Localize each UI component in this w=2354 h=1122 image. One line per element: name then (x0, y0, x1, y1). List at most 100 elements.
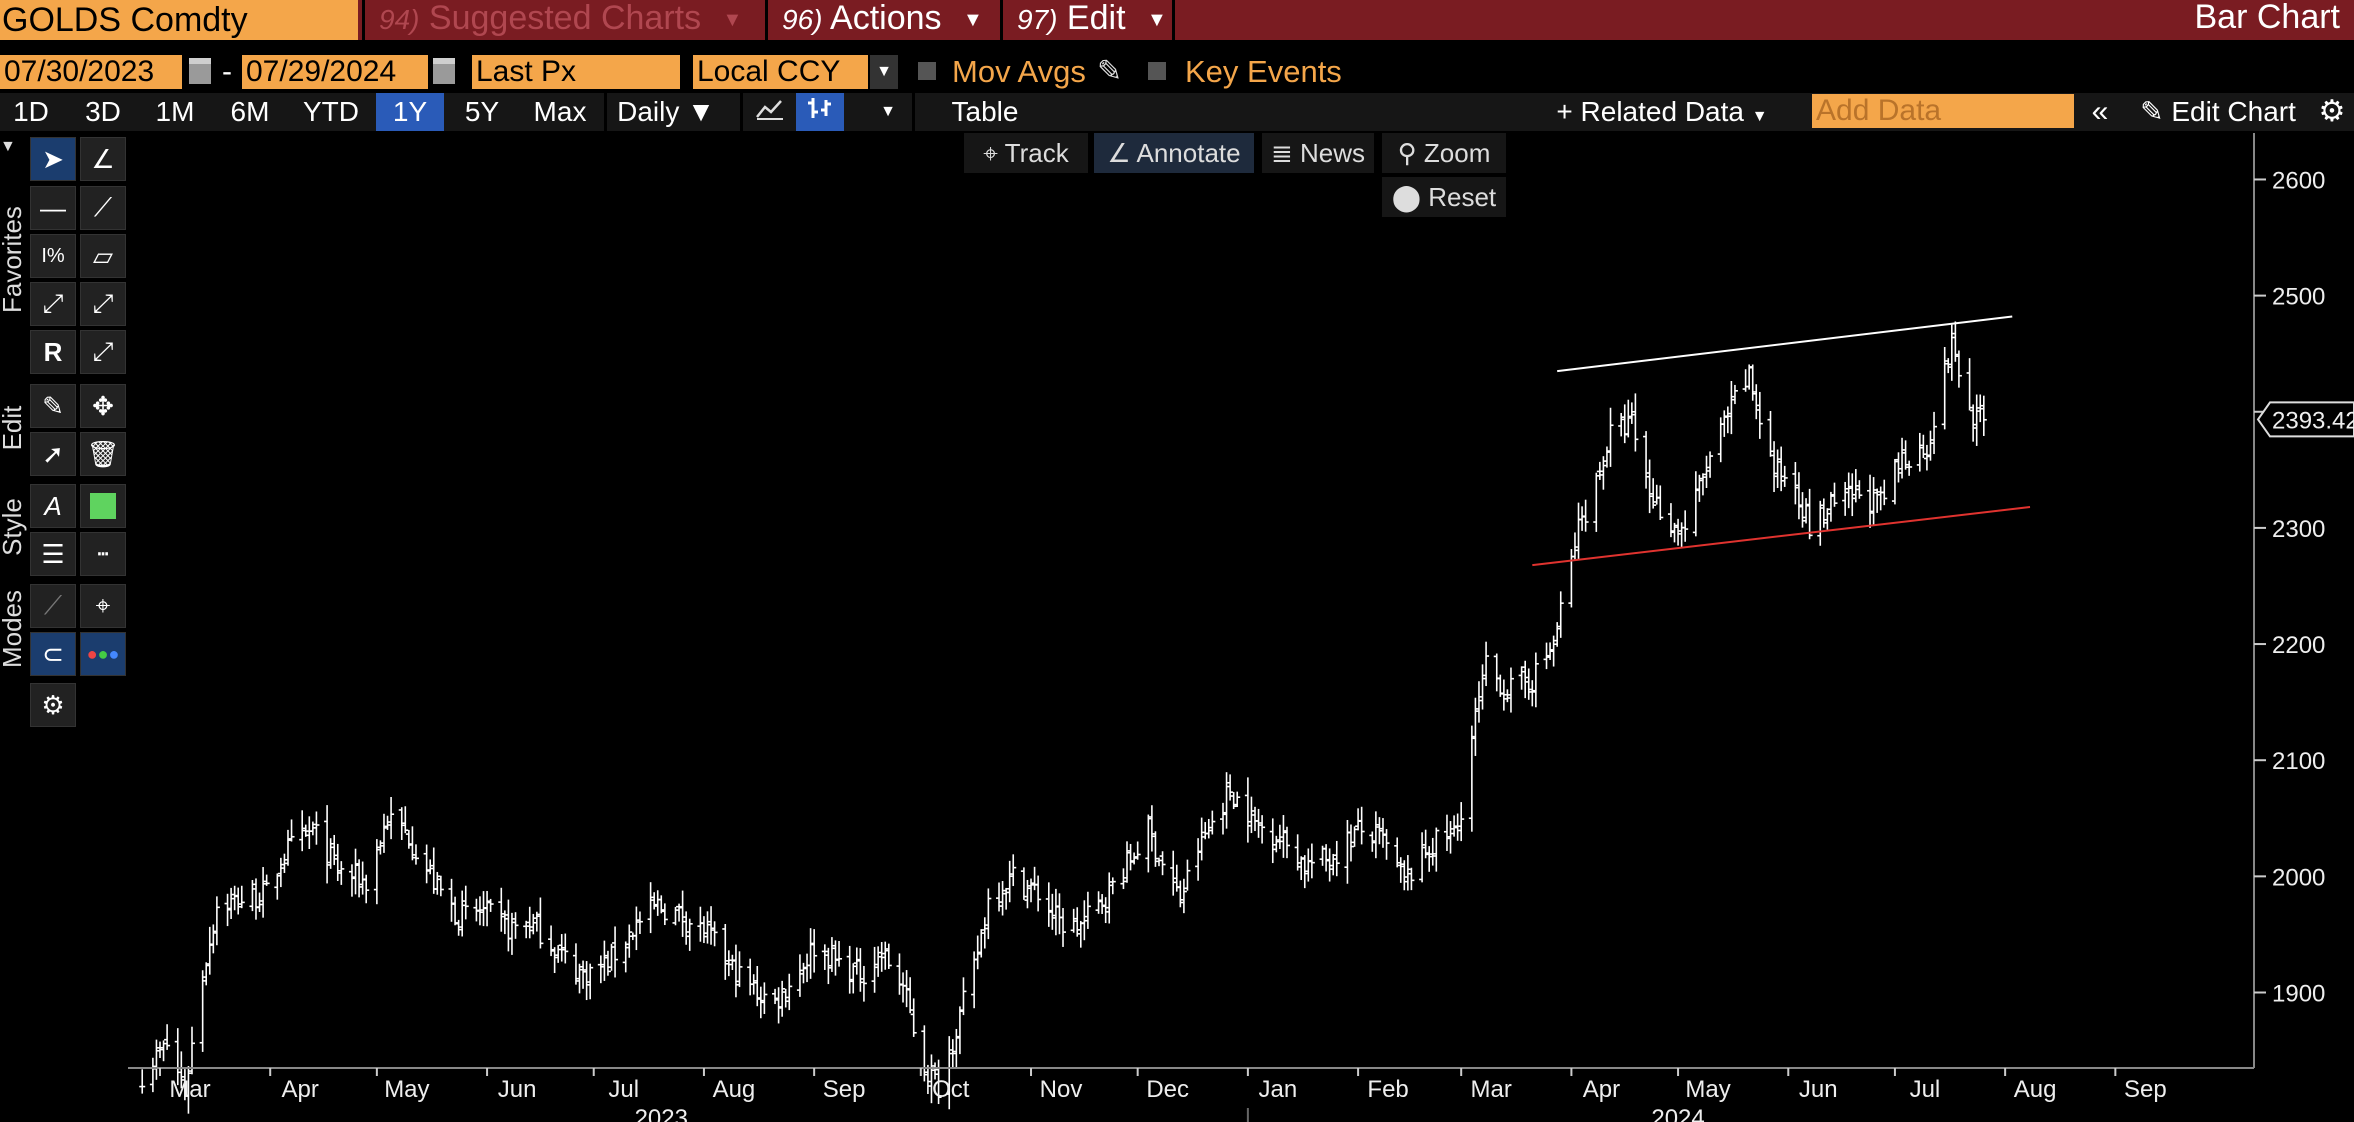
ohlc-bar (1308, 843, 1315, 879)
ohlc-bar (1383, 829, 1390, 860)
period-1d[interactable]: 1D (13, 96, 49, 127)
ohlc-bar (327, 838, 334, 869)
frequency-selector[interactable]: Daily ▼ (617, 96, 715, 127)
extend-icon[interactable]: ⤢ (80, 330, 126, 374)
move-icon[interactable]: ✥ (80, 384, 126, 428)
ohlc-bar (1550, 635, 1557, 667)
line-icon[interactable]: — (30, 186, 76, 230)
calendar-icon[interactable] (189, 58, 211, 84)
calendar-icon[interactable] (433, 58, 455, 84)
period-1y[interactable]: 1Y (376, 93, 444, 131)
ohlc-bar (249, 880, 256, 912)
gear-icon[interactable]: ⚙ (30, 683, 76, 727)
actions-menu[interactable]: 96) Actions ▼ (765, 0, 1000, 40)
ohlc-bar (352, 848, 359, 895)
chevron-down-icon[interactable]: ▼ (880, 103, 896, 120)
dashed-icon[interactable]: ⟋ (30, 584, 76, 628)
ohlc-bar (1703, 455, 1710, 488)
trash-icon[interactable]: 🗑 (80, 432, 126, 476)
ohlc-bar (1283, 826, 1290, 859)
field-selector[interactable]: Last Px (472, 55, 680, 89)
ohlc-bar (1358, 806, 1365, 845)
bar-chart-icon[interactable] (796, 93, 844, 131)
edit-chart-label: Edit Chart (2171, 96, 2296, 127)
gear-icon[interactable]: ⚙ (2318, 95, 2346, 128)
news-button[interactable]: ≣ News (1262, 133, 1374, 173)
regression-icon[interactable]: R (30, 330, 76, 374)
ohlc-bar (732, 944, 739, 998)
edit-menu[interactable]: 97) Edit ▼ (1000, 0, 1175, 40)
chevron-down-icon[interactable]: ▼ (870, 55, 898, 89)
ohlc-bar (1707, 451, 1714, 478)
period-5y[interactable]: 5Y (464, 96, 500, 127)
start-date-field[interactable]: 07/30/2023 (0, 55, 182, 89)
track-button[interactable]: ⌖ Track (964, 133, 1088, 173)
magnet-icon[interactable]: ⊂ (30, 632, 76, 676)
pencil-icon[interactable]: ✎ (1097, 55, 1123, 88)
related-data-menu[interactable]: + Related Data ▼ (1556, 96, 1768, 127)
key-events-label[interactable]: Key Events (1185, 54, 1342, 89)
end-date-field[interactable]: 07/29/2024 (242, 55, 428, 89)
trend-icon[interactable]: ⟋ (80, 186, 126, 230)
ohlc-bar (398, 807, 405, 840)
ohlc-bar (363, 874, 370, 904)
mov-avgs-checkbox[interactable] (918, 62, 936, 80)
table-button[interactable]: Table (951, 96, 1019, 127)
line-style-icon[interactable]: ┅ (80, 532, 126, 576)
ohlc-bar (1970, 404, 1977, 442)
x-tick-label: Sep (2124, 1076, 2167, 1103)
add-data-input[interactable]: Add Data (1812, 94, 2074, 128)
x-tick-label: Jan (1259, 1076, 1298, 1103)
ohlc-bar (1376, 817, 1383, 845)
ohlc-bar (1731, 384, 1738, 405)
select-plus-icon[interactable]: ➚ (30, 432, 76, 476)
zoom-button[interactable]: ⚲ Zoom (1382, 133, 1506, 173)
ohlc-bar (583, 961, 590, 1001)
ticker-field[interactable]: GOLDS Comdty (0, 0, 358, 40)
mov-avgs-label[interactable]: Mov Avgs (952, 54, 1086, 89)
draw-icon[interactable]: ∠ (80, 137, 126, 181)
ohlc-bar (885, 943, 892, 969)
period-ytd[interactable]: YTD (303, 96, 359, 127)
ray-icon[interactable]: ⤢ (80, 282, 126, 326)
ohlc-bar (1671, 522, 1678, 543)
year-label: 2024 (1651, 1105, 1704, 1122)
period-max[interactable]: Max (533, 96, 587, 127)
ohlc-bar (1927, 430, 1934, 461)
currency-selector[interactable]: Local CCY (693, 55, 868, 89)
color-swatch-icon[interactable] (80, 484, 126, 528)
channel-icon[interactable]: ▱ (80, 234, 126, 278)
annotate-button[interactable]: ∠ Annotate (1094, 133, 1254, 173)
period-1m[interactable]: 1M (155, 96, 195, 127)
key-events-checkbox[interactable] (1148, 62, 1166, 80)
ohlc-bar (523, 920, 530, 939)
color-mode-icon[interactable]: ●●● (80, 632, 126, 676)
ohlc-bar (1170, 850, 1177, 896)
period-6m[interactable]: 6M (230, 96, 270, 127)
ohlc-bar (213, 896, 220, 946)
text-style-icon[interactable]: A (30, 484, 76, 528)
ohlc-bar (1856, 480, 1863, 499)
collapse-icon[interactable]: ▼ (0, 138, 16, 155)
header-bar (0, 0, 2354, 40)
ohlc-bar (1820, 498, 1827, 528)
fib-percent-icon[interactable]: I% (30, 234, 76, 278)
ohlc-bar (1273, 835, 1280, 853)
suggested-charts-menu[interactable]: 94) Suggested Charts ▼ (362, 0, 764, 40)
ohlc-bar (1070, 908, 1077, 933)
ohlc-bar (1177, 880, 1184, 908)
snap-icon[interactable]: ⌖ (80, 584, 126, 628)
cursor-icon[interactable]: ➤ (30, 137, 76, 181)
period-3d[interactable]: 3D (85, 96, 121, 127)
ohlc-bar (711, 921, 718, 947)
pencil-icon[interactable]: ✎ (30, 384, 76, 428)
line-chart-icon[interactable] (748, 93, 792, 131)
reset-button[interactable]: ⬤ Reset (1382, 177, 1506, 217)
line-weight-icon[interactable]: ☰ (30, 532, 76, 576)
segment-icon[interactable]: ⤢ (30, 282, 76, 326)
collapse-icon[interactable]: « (2091, 95, 2109, 128)
ohlc-bar (1849, 473, 1856, 517)
edit-chart-button[interactable]: ✎ Edit Chart (2128, 93, 2308, 131)
ohlc-bar (1920, 434, 1927, 459)
